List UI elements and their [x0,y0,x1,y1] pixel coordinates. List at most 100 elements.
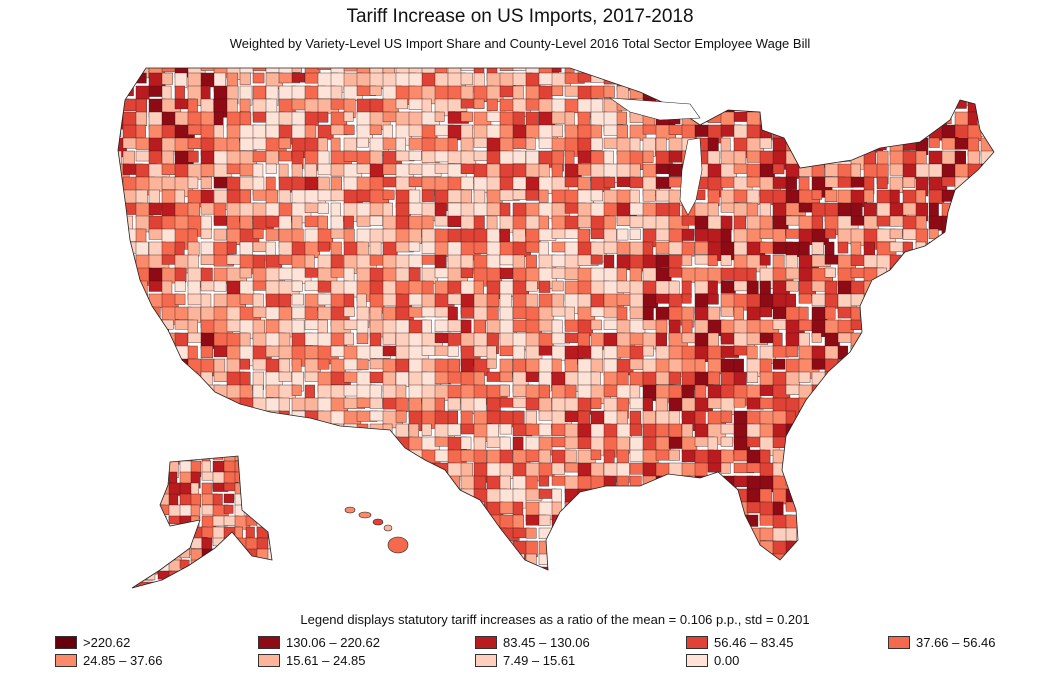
county-cell [850,514,870,535]
county-cell [256,559,272,577]
county-cell [993,514,994,532]
county-cell [118,68,120,81]
county-cell [187,449,207,461]
county-cell [928,111,947,126]
county-cell [161,540,172,553]
county-cell [291,280,303,292]
county-cell [941,553,958,565]
county-cell [304,462,326,483]
county-cell [118,176,121,194]
county-cell [252,462,272,483]
county-cell [369,150,383,165]
county-cell [187,176,199,189]
county-cell [772,72,792,84]
county-cell [279,516,292,528]
county-cell [577,540,591,551]
county-cell [168,537,179,556]
county-cell [928,228,939,240]
county-cell [915,111,934,131]
county-cell [850,501,872,520]
county-cell [967,215,979,226]
county-cell [265,150,279,165]
county-cell [408,501,420,520]
county-cell [785,280,799,292]
county-cell [928,540,948,561]
county-cell [161,280,173,295]
county-cell [239,72,251,85]
county-cell [941,475,953,496]
county-cell [252,436,270,452]
county-cell [967,345,989,365]
county-cell [785,475,801,486]
county-cell [369,540,381,553]
county-cell [343,306,355,317]
county-cell [473,553,492,565]
county-cell [954,254,969,269]
county-cell [889,85,909,106]
county-cell [278,514,297,527]
county-cell [118,358,128,370]
county-cell [707,72,725,85]
county-cell [460,68,481,71]
county-cell [146,526,159,545]
county-cell [382,501,394,518]
county-cell [733,566,752,570]
county-cell [304,68,321,75]
county-cell [408,72,424,88]
county-cell [146,493,158,505]
county-cell [356,475,369,487]
county-cell [616,501,627,513]
county-cell [267,471,272,487]
county-cell [941,85,958,102]
county-cell [564,150,575,167]
county-cell [161,527,183,540]
county-cell [746,150,761,163]
county-cell [369,566,381,570]
county-cell [798,553,811,568]
county-cell [252,410,271,423]
county-cell [785,566,806,570]
county-cell [980,345,994,363]
county-cell [118,241,126,262]
county-cell [395,215,409,231]
county-cell [902,384,921,401]
county-cell [235,593,249,600]
county-cell [772,319,787,330]
county-cell [915,527,930,542]
county-cell [161,371,180,387]
county-cell [434,85,449,102]
county-cell [369,124,382,135]
county-cell [146,471,158,483]
legend-swatch [258,635,280,649]
county-cell [824,384,845,406]
county-cell [200,254,216,265]
county-cell [642,397,653,412]
county-cell [603,527,618,544]
county-cell [889,566,902,570]
county-cell [980,501,994,523]
county-cell [148,397,170,417]
county-cell [967,150,980,166]
county-cell [837,68,855,80]
county-cell [811,423,823,438]
county-cell [681,241,695,257]
county-cell [590,358,604,373]
county-cell [980,72,994,85]
county-cell [395,371,409,387]
county-cell [603,150,614,166]
county-cell [291,449,303,464]
county-cell [135,471,149,486]
county-cell [863,514,885,528]
county-cell [850,449,868,469]
county-cell [863,462,877,482]
county-cell [265,488,281,503]
county-cell [993,124,994,141]
county-cell [190,581,201,588]
county-cell [681,215,697,226]
county-cell [733,163,749,174]
county-cell [447,124,463,141]
county-cell [707,85,726,102]
county-cell [863,254,878,268]
county-cell [252,68,267,72]
county-cell [434,527,453,549]
